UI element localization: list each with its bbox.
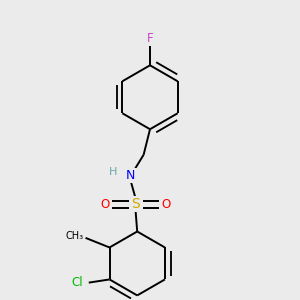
Text: N: N bbox=[126, 169, 136, 182]
Text: S: S bbox=[131, 197, 140, 211]
Text: F: F bbox=[147, 32, 153, 45]
Text: CH₃: CH₃ bbox=[66, 231, 84, 241]
Text: Cl: Cl bbox=[71, 276, 83, 289]
Text: O: O bbox=[100, 198, 110, 211]
Text: H: H bbox=[109, 167, 117, 177]
Text: O: O bbox=[161, 198, 171, 211]
